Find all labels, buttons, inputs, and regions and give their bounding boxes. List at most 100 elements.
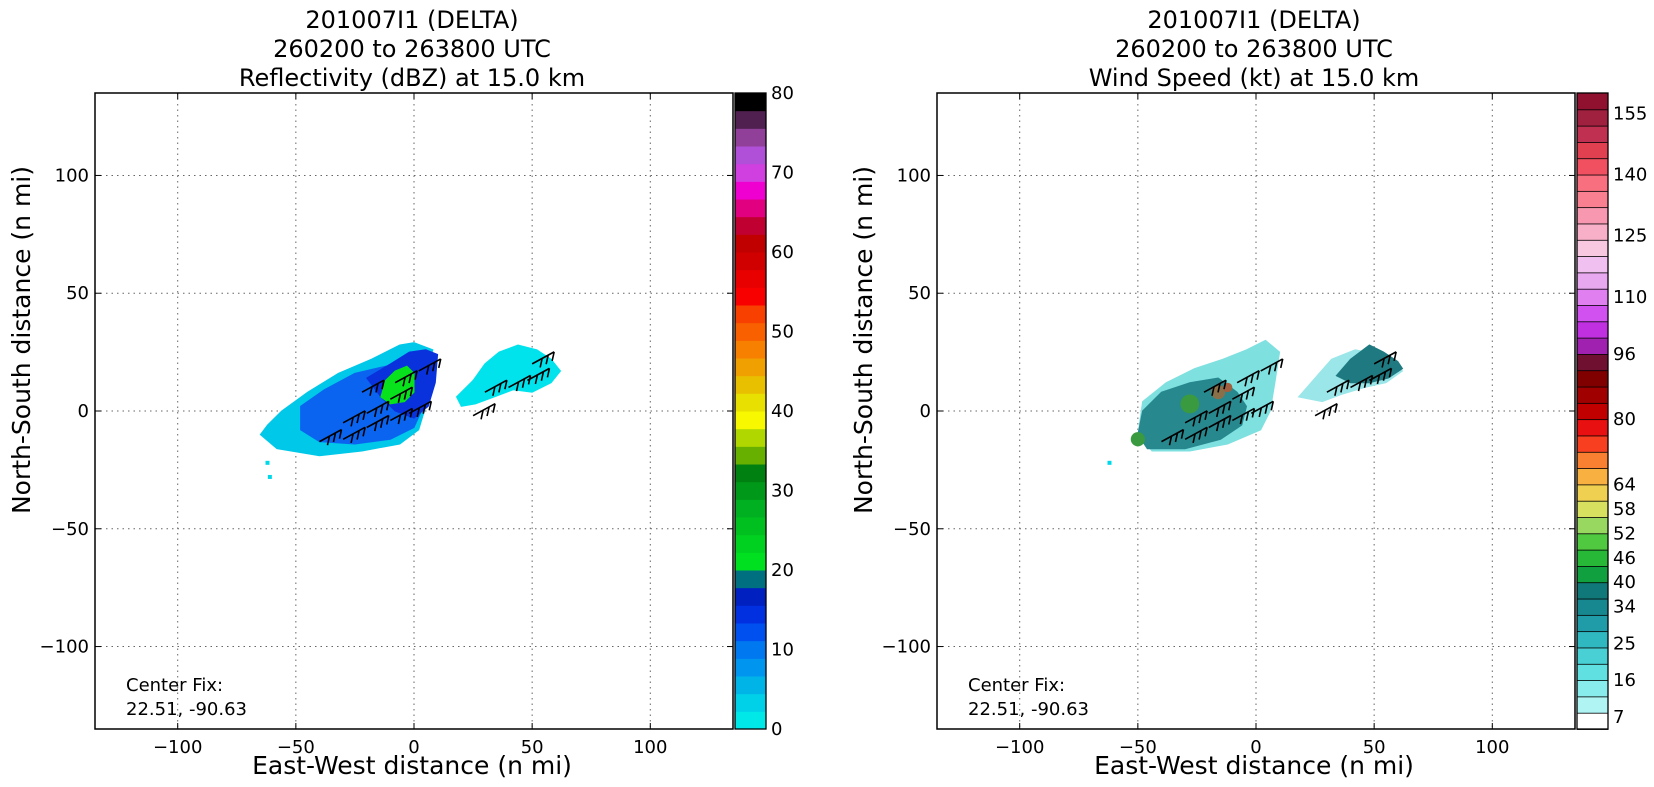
wind-barb-flag bbox=[369, 386, 373, 396]
wind-barb-flag bbox=[1387, 355, 1391, 365]
wind-barb-shaft bbox=[1236, 370, 1260, 384]
wind-barb bbox=[472, 403, 496, 420]
colorbar-tick-label: 60 bbox=[771, 242, 794, 263]
wind-barb bbox=[1350, 374, 1374, 392]
echo-speck bbox=[265, 460, 270, 465]
colorbar-segment bbox=[735, 287, 766, 306]
colorbar-segment bbox=[735, 146, 766, 165]
colorbar-segment bbox=[735, 693, 766, 712]
colorbar-segment bbox=[735, 181, 766, 200]
chart-title-line-1: 201007I1 (DELTA) bbox=[305, 6, 518, 34]
colorbar-segment bbox=[735, 428, 766, 447]
wind-barb-flag bbox=[1239, 414, 1244, 425]
wind-barb-flag bbox=[416, 407, 421, 418]
colorbar-tick-label: 80 bbox=[1613, 409, 1636, 430]
colorbar: 7 16 25 34 40 46 52 58 64 80 96 110 125 140 155 bbox=[1576, 92, 1647, 730]
wind-barb-flag bbox=[1239, 393, 1244, 403]
wind-barb-flag bbox=[385, 415, 390, 425]
colorbar-segment bbox=[1576, 337, 1609, 355]
wind-barb-flag bbox=[1334, 386, 1338, 396]
colorbar-tick-label: 10 bbox=[771, 640, 794, 661]
x-tick-label: 0 bbox=[1250, 737, 1261, 758]
wind-barb-flag bbox=[403, 390, 408, 400]
colorbar-segment bbox=[735, 322, 766, 341]
wind-barb-shaft bbox=[1184, 410, 1208, 424]
wind-barb-flag bbox=[379, 418, 384, 428]
x-tick-label: 50 bbox=[1363, 737, 1386, 758]
colorbar-segment bbox=[1576, 712, 1609, 730]
colorbar-segment bbox=[1576, 141, 1609, 160]
center-fix-label: Center Fix: bbox=[126, 675, 223, 696]
colorbar-tick-label: 64 bbox=[1613, 474, 1636, 495]
chart-title-line-3: Wind Speed (kt) at 15.0 km bbox=[1089, 64, 1420, 92]
colorbar-tick-label: 34 bbox=[1613, 597, 1636, 618]
colorbar-segment bbox=[1576, 125, 1609, 143]
wind-barb-flag bbox=[1245, 390, 1250, 400]
y-tick-label: 100 bbox=[897, 165, 931, 186]
wind-barb-flag bbox=[338, 429, 343, 439]
wind-barb-shaft bbox=[1350, 374, 1373, 389]
wind-barb-shaft bbox=[531, 351, 555, 365]
plot-area: −100 −50 0 50 100 −100 −50 0 50 100 bbox=[40, 92, 734, 758]
wind-barb-shaft bbox=[1369, 367, 1392, 382]
y-tick-label: −50 bbox=[893, 519, 931, 540]
colorbar-tick-label: 0 bbox=[771, 719, 782, 740]
wind-barb-flag bbox=[397, 414, 402, 425]
colorbar-segment bbox=[1576, 157, 1609, 176]
colorbar-segment bbox=[735, 163, 766, 182]
wind-barb-flag bbox=[1192, 433, 1196, 444]
colorbar-segment bbox=[735, 375, 766, 394]
y-axis-label: North-South distance (n mi) bbox=[7, 166, 36, 514]
wind-barb-flag bbox=[356, 413, 360, 424]
wind-barb-flag bbox=[1204, 427, 1208, 437]
colorbar-segment bbox=[735, 393, 766, 412]
y-tick-label: 50 bbox=[908, 283, 931, 304]
colorbar-tick-label: 40 bbox=[771, 401, 794, 422]
wind-barb-shaft bbox=[1208, 400, 1232, 415]
wind-barb-flag bbox=[1250, 373, 1254, 384]
x-axis-label: East-West distance (n mi) bbox=[252, 751, 572, 780]
wind-barb-shaft bbox=[1231, 386, 1255, 400]
wind-barb bbox=[389, 386, 414, 403]
colorbar-tick-label: 125 bbox=[1613, 226, 1647, 247]
wind-barb-shaft bbox=[418, 358, 442, 372]
wind-barb bbox=[1184, 410, 1208, 427]
wind-barb-shaft bbox=[366, 414, 390, 429]
colorbar-segment bbox=[1576, 581, 1609, 600]
wind-barb-flag bbox=[379, 404, 384, 414]
colorbar-frame bbox=[734, 92, 767, 730]
colorbar-tick-label: 7 bbox=[1613, 707, 1624, 728]
colorbar-segment bbox=[735, 446, 766, 465]
wind-barb-shaft bbox=[1208, 414, 1232, 429]
colorbar-segment bbox=[1576, 679, 1609, 698]
colorbar-segment bbox=[735, 499, 766, 518]
colorbar: 0 10 20 30 40 50 60 70 80 bbox=[734, 83, 794, 740]
left-chart: 201007I1 (DELTA) 260200 to 263800 UTC Re… bbox=[7, 6, 794, 780]
wind-barb-flag bbox=[1363, 378, 1368, 388]
colorbar-tick-label: 16 bbox=[1613, 670, 1636, 691]
colorbar-segment bbox=[735, 552, 766, 571]
chart-title-line-3: Reflectivity (dBZ) at 15.0 km bbox=[239, 64, 585, 92]
wind-barb-flag bbox=[1328, 406, 1332, 417]
colorbar-segment bbox=[735, 517, 766, 536]
y-tick-label: 50 bbox=[66, 283, 89, 304]
wind-barb-flag bbox=[425, 365, 430, 375]
y-tick-label: 100 bbox=[55, 165, 89, 186]
colorbar-segment bbox=[1576, 500, 1609, 518]
wind-barb-flag bbox=[1245, 411, 1250, 421]
wind-barb-flag bbox=[480, 410, 484, 420]
colorbar-segment bbox=[735, 305, 766, 324]
colorbar-segment bbox=[735, 110, 766, 129]
colorbar-segment bbox=[1576, 353, 1609, 372]
colorbar-segment bbox=[735, 534, 766, 553]
wind-barb-flag bbox=[1393, 351, 1397, 362]
x-tick-label: −100 bbox=[995, 737, 1044, 758]
wind-barb-shaft bbox=[1260, 358, 1284, 372]
wind-barb bbox=[366, 414, 390, 432]
colorbar-segment bbox=[735, 340, 766, 359]
colorbar-segment bbox=[1576, 206, 1609, 225]
wind-barb-flag bbox=[385, 401, 390, 411]
wind-barb-flag bbox=[534, 374, 539, 385]
wind-barb-flag bbox=[350, 417, 354, 427]
wind-barb-flag bbox=[540, 371, 545, 381]
